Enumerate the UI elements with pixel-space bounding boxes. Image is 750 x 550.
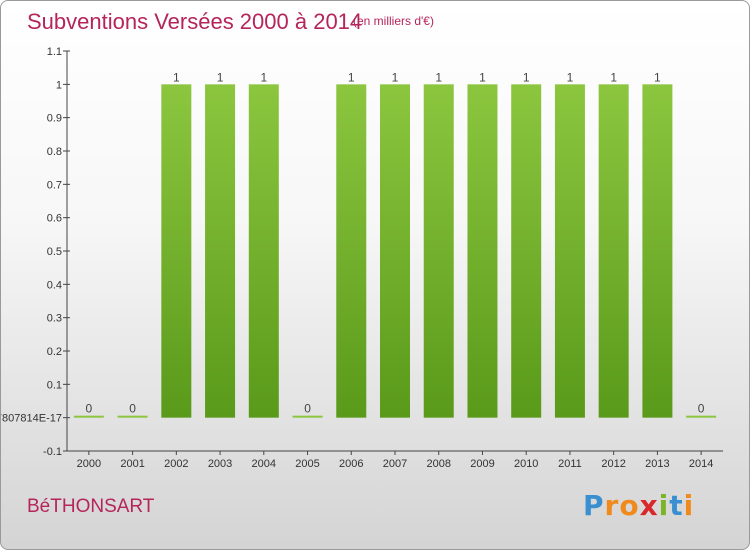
x-tick-label: 2002 (164, 458, 188, 470)
bar (554, 84, 585, 418)
place-name: BéTHONSART (27, 496, 155, 517)
bar (598, 84, 629, 418)
y-tick-label: 0.3 (47, 313, 62, 325)
y-tick-label: 1 (56, 79, 62, 91)
logo-letter: i (658, 489, 670, 522)
bar (423, 84, 454, 418)
y-tick-label: -0.1 (43, 446, 62, 458)
x-tick-label: 2004 (252, 458, 276, 470)
bar (73, 415, 104, 418)
logo-letter: x (639, 489, 659, 522)
y-tick-label: 0.7 (47, 179, 62, 191)
y-tick-label: 0.2 (47, 346, 62, 358)
x-tick-label: 2013 (645, 458, 669, 470)
logo-letter: r (604, 489, 620, 522)
bar-value-label: 1 (173, 70, 180, 84)
x-tick-label: 2006 (339, 458, 363, 470)
unit-note: (en milliers d'€) (353, 14, 434, 28)
bar-value-label: 1 (523, 70, 530, 84)
bar-value-label: 0 (86, 402, 93, 416)
bar-value-label: 0 (129, 402, 136, 416)
x-tick-label: 2009 (470, 458, 494, 470)
y-tick-label: 1.1 (47, 46, 62, 58)
bar (511, 84, 542, 418)
x-tick-label: 2000 (77, 458, 101, 470)
bar (686, 415, 717, 418)
logo-letter: o (619, 489, 640, 522)
bar (292, 415, 323, 418)
bar-value-label: 1 (392, 70, 399, 84)
y-tick-label: 1.3877787807814E-17 (1, 413, 62, 425)
x-tick-label: 2011 (558, 458, 582, 470)
bar (380, 84, 410, 418)
y-tick-label: 0.6 (47, 213, 62, 225)
bar-value-label: 1 (610, 70, 617, 84)
bar-value-label: 1 (654, 70, 661, 84)
logo-letter: P (583, 489, 605, 522)
y-tick-label: 0.8 (47, 146, 62, 158)
bar-value-label: 1 (260, 70, 267, 84)
bar-value-label: 1 (348, 70, 355, 84)
x-tick-label: 2007 (383, 458, 407, 470)
y-tick-label: 0.1 (47, 379, 62, 391)
y-tick-label: 0.9 (47, 113, 62, 125)
x-tick-label: 2008 (426, 458, 450, 470)
bar-value-label: 1 (479, 70, 486, 84)
x-tick-label: 2012 (601, 458, 625, 470)
proxiti-logo: Proxiti (583, 489, 694, 522)
bar-value-label: 1 (567, 70, 574, 84)
logo-letter: i (683, 489, 695, 522)
logo-letter: t (669, 489, 684, 522)
x-tick-label: 2001 (120, 458, 144, 470)
bar-value-label: 1 (217, 70, 224, 84)
x-tick-label: 2010 (514, 458, 538, 470)
x-tick-label: 2003 (208, 458, 232, 470)
y-tick-label: 0.5 (47, 246, 62, 258)
bar (336, 84, 367, 418)
chart-title: Subventions Versées 2000 à 2014 (27, 9, 363, 34)
bar (642, 84, 673, 418)
bar (161, 84, 192, 418)
x-tick-label: 2005 (295, 458, 319, 470)
bar (248, 84, 279, 418)
bar-value-label: 0 (304, 402, 311, 416)
x-tick-label: 2014 (689, 458, 713, 470)
y-tick-label: 0.4 (47, 279, 62, 291)
bar (467, 84, 498, 418)
bar-value-label: 0 (698, 402, 705, 416)
bar (117, 415, 148, 418)
bar (205, 84, 236, 418)
bar-value-label: 1 (435, 70, 442, 84)
